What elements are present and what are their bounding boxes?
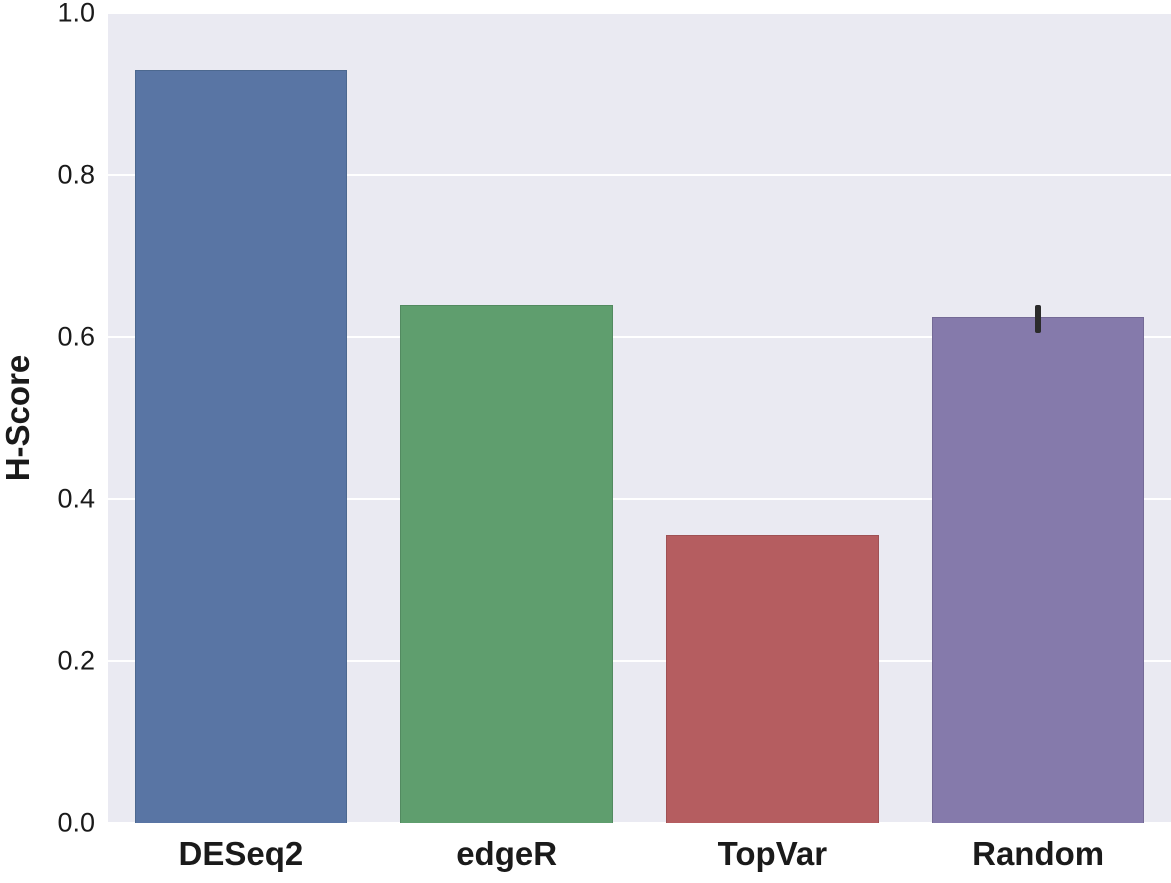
x-tick-label-edger: edgeR [456,835,558,872]
gridline [108,660,1171,662]
y-tick-label: 0.2 [57,645,95,676]
bar-edger [400,304,613,823]
plot-area [108,13,1171,823]
gridline [108,498,1171,500]
gridline [108,174,1171,176]
y-tick-label: 0.6 [57,321,95,352]
y-tick-label: 0.0 [57,807,95,838]
gridline [108,336,1171,338]
y-tick-label: 1.0 [57,0,95,28]
error-bar-random [1035,304,1042,333]
y-axis-label: H-Score [0,354,36,482]
bar-topvar [666,535,879,823]
y-tick-label: 0.8 [57,159,95,190]
gridline [108,822,1171,823]
x-tick-label-topvar: TopVar [717,835,828,872]
bar-deseq2 [134,69,348,823]
x-tick-label-random: Random [972,835,1105,872]
x-tick-label-deseq2: DESeq2 [178,835,304,872]
y-tick-label: 0.4 [57,483,95,514]
bar-random [931,316,1145,823]
gridline [108,13,1171,14]
